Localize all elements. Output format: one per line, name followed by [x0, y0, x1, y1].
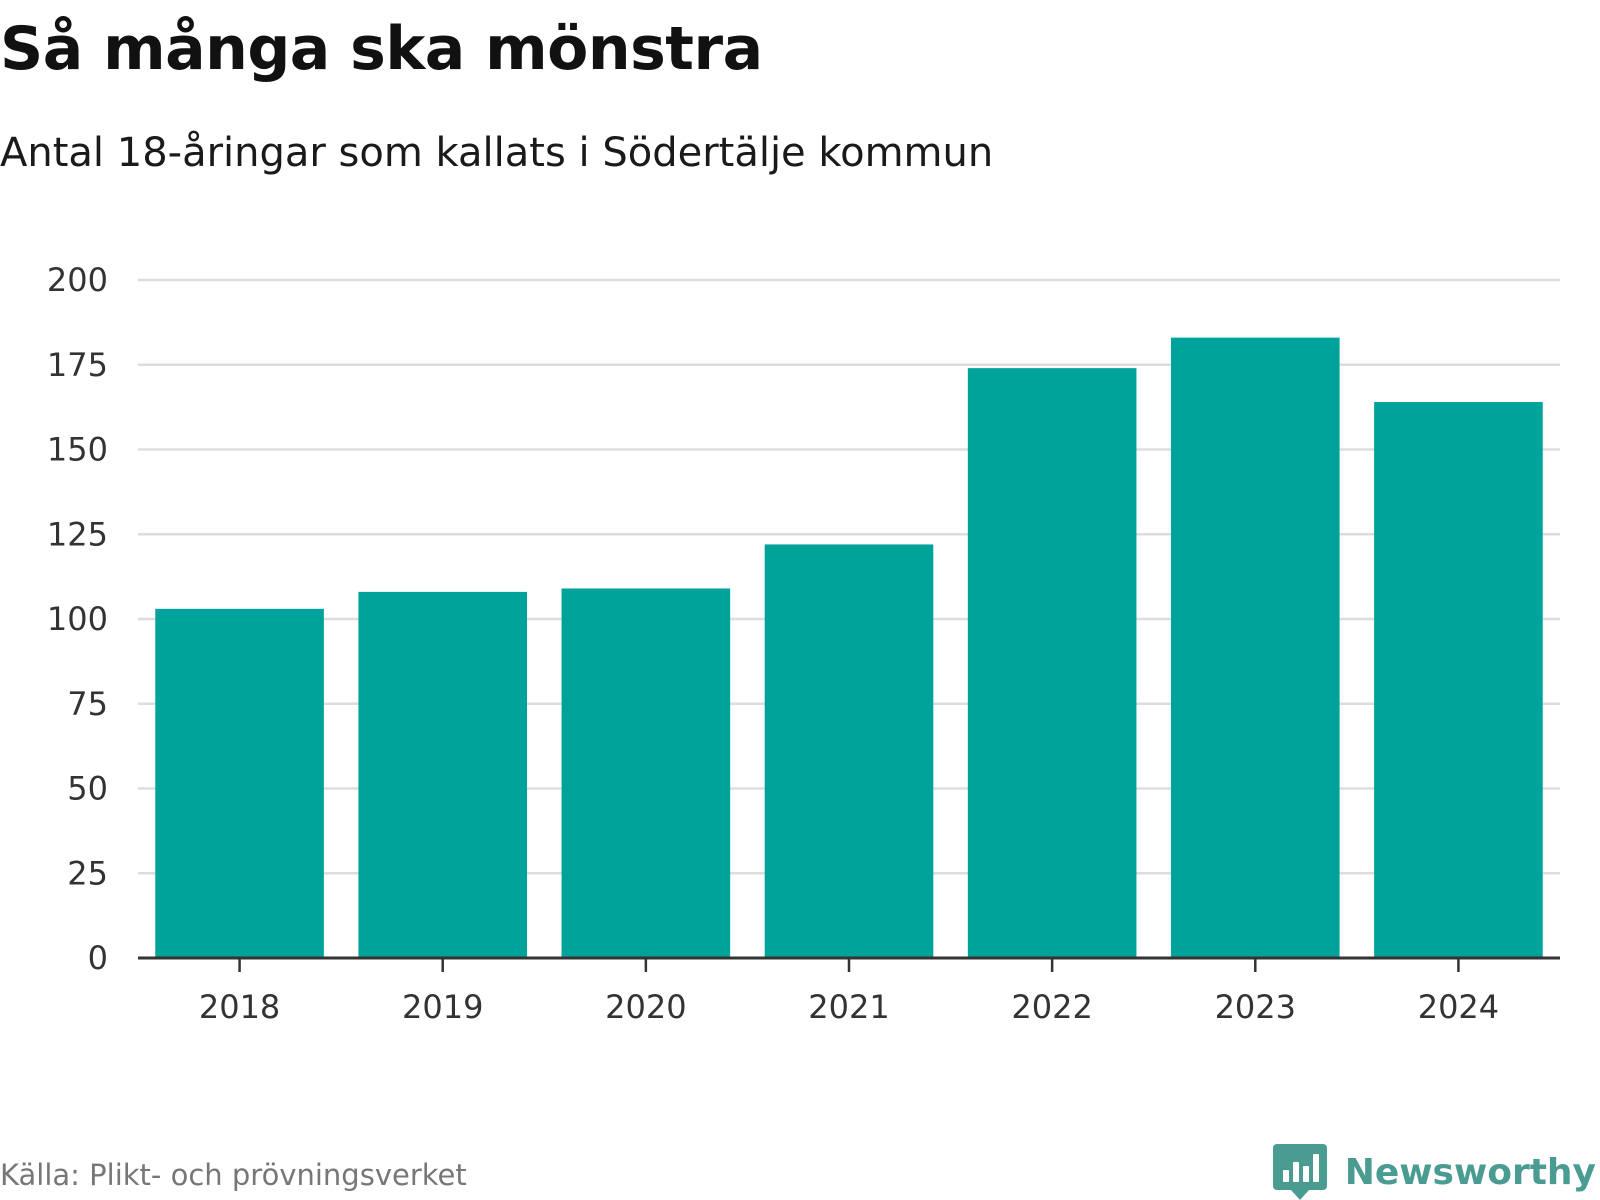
y-tick-label-200: 200 [47, 261, 108, 299]
x-tick-label-2019: 2019 [402, 988, 483, 1026]
chart-title: Så många ska mönstra [0, 14, 763, 84]
x-tick-label-2024: 2024 [1418, 988, 1499, 1026]
bar-2023 [1170, 337, 1340, 958]
bar-2019 [358, 591, 528, 958]
y-tick-label-75: 75 [67, 685, 108, 723]
bar-2021 [764, 544, 934, 958]
brand-name: Newsworthy [1344, 1151, 1596, 1193]
y-tick-label-0: 0 [88, 939, 108, 977]
chart-subtitle: Antal 18-åringar som kallats i Södertälj… [0, 130, 994, 176]
bar-2024 [1374, 402, 1543, 958]
y-tick-label-25: 25 [67, 854, 108, 892]
bars [155, 337, 1543, 958]
y-tick-label-50: 50 [67, 770, 108, 808]
bar-2018 [155, 608, 324, 958]
bar-chart: 0 25 50 75 100 125 150 175 200 2018 2019 2020 2021 20… [47, 261, 1560, 1026]
x-tick-label-2018: 2018 [199, 988, 280, 1026]
newsworthy-logo-icon [1272, 1144, 1327, 1200]
bar-2022 [967, 368, 1137, 958]
y-tick-label-175: 175 [47, 346, 108, 384]
x-tick-label-2023: 2023 [1215, 988, 1296, 1026]
y-tick-label-150: 150 [47, 431, 108, 469]
x-tick-label-2022: 2022 [1011, 988, 1092, 1026]
brand-logo: Newsworthy [1272, 1144, 1596, 1200]
y-tick-label-100: 100 [47, 600, 108, 638]
x-tick-label-2020: 2020 [605, 988, 686, 1026]
bar-2020 [561, 588, 731, 958]
x-tick-label-2021: 2021 [808, 988, 889, 1026]
y-tick-label-125: 125 [47, 515, 108, 553]
source-note: Källa: Plikt- och prövningsverket [0, 1158, 467, 1192]
axes: 0 25 50 75 100 125 150 175 200 2018 2019 2020 2021 20… [47, 261, 1560, 1026]
